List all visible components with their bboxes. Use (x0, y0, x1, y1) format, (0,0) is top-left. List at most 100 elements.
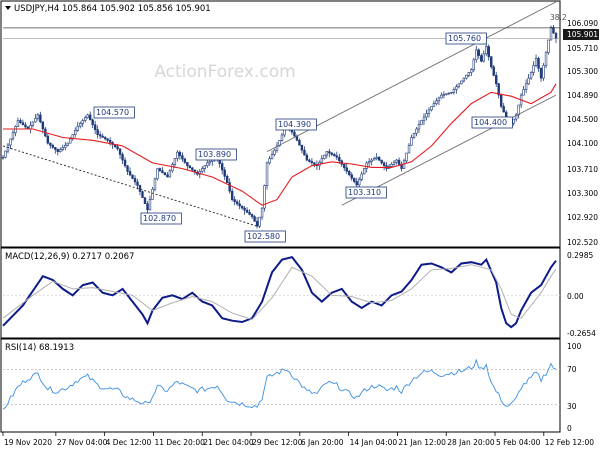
price-level-text: 103.890 (198, 150, 231, 159)
candle-body (477, 49, 480, 56)
candle-body (74, 130, 77, 135)
candle-body (335, 155, 338, 158)
current-price-label: 105.901 (567, 30, 598, 39)
price-tick-label: 102.920 (567, 213, 598, 222)
candle-body (490, 56, 493, 68)
candle-body (360, 173, 363, 180)
candle-body (323, 154, 326, 159)
candle-body (355, 181, 358, 186)
x-axis-tick-label: 27 Nov 04:00 (57, 438, 108, 447)
candle-body (88, 114, 92, 121)
price-level-text: 102.870 (143, 214, 176, 223)
candle-body (432, 103, 436, 107)
candle-body (66, 142, 69, 146)
candle-body (308, 159, 311, 162)
candle-body (46, 135, 50, 144)
candle-body (96, 129, 99, 135)
candle-body (333, 154, 336, 157)
candle-body (243, 207, 246, 211)
candle-body (16, 120, 20, 127)
x-axis-tick-label: 28 Jan 20:00 (447, 438, 495, 447)
candle-body (303, 149, 306, 156)
candle-body (163, 172, 167, 176)
candle-body (475, 49, 478, 61)
candle-body (203, 165, 206, 169)
price-level-box (275, 118, 317, 131)
candle-body (462, 77, 466, 82)
candle-body (455, 86, 458, 90)
price-level-label: 104.390 (275, 118, 317, 131)
candle-body (495, 75, 498, 85)
candle-body (440, 94, 443, 99)
candle-body (141, 191, 144, 198)
candle-body (367, 161, 371, 164)
candle-body (435, 100, 438, 104)
price-level-label: 105.760 (445, 32, 487, 45)
candle-body (221, 163, 224, 171)
price-level-box (445, 32, 487, 45)
candlestick-group (1, 24, 558, 229)
candle-body (450, 91, 453, 94)
candle-body (121, 154, 124, 161)
candle-body (467, 72, 471, 76)
candle-body (313, 162, 316, 165)
candle-body (238, 203, 241, 207)
candle-body (260, 207, 264, 218)
candle-body (93, 124, 97, 131)
candle-body (395, 159, 398, 163)
rsi-pane-border (0, 338, 561, 433)
candle-body (430, 106, 433, 111)
candle-body (1, 156, 5, 159)
price-level-label: 103.310 (345, 186, 387, 199)
descending-trendline (2, 145, 258, 227)
candle-body (499, 94, 503, 107)
candle-body (273, 149, 276, 155)
candle-body (235, 201, 239, 205)
candle-body (487, 46, 490, 57)
x-axis-tick-label: 5 Feb 04:00 (496, 438, 541, 447)
candle-body (34, 118, 37, 123)
price-tick-label: 105.710 (567, 44, 598, 53)
price-level-text: 105.760 (448, 34, 481, 43)
candle-body (158, 168, 162, 171)
candle-body (14, 126, 17, 134)
candle-body (472, 59, 475, 70)
candle-body (168, 170, 172, 178)
candle-body (539, 67, 543, 79)
x-axis-tick-label: 19 Nov 2020 (4, 438, 52, 447)
candle-body (442, 94, 446, 96)
candle-body (21, 122, 25, 126)
macd-series-layer (2, 255, 560, 329)
candle-body (138, 185, 142, 192)
candle-body (328, 151, 331, 154)
candle-body (345, 167, 348, 172)
price-level-text: 104.570 (96, 108, 129, 117)
candle-body (300, 144, 304, 151)
candle-body (86, 114, 89, 118)
macd-tick-label: -0.2654 (567, 329, 596, 338)
candle-body (420, 120, 423, 126)
candle-body (186, 162, 189, 167)
candle-body (392, 161, 396, 165)
candle-body (148, 199, 152, 211)
rsi-line (2, 358, 557, 410)
candle-body (166, 174, 169, 178)
price-level-label: 102.580 (244, 230, 286, 243)
candle-body (480, 55, 483, 62)
candle-body (445, 93, 448, 95)
candle-body (268, 158, 271, 164)
candle-body (230, 190, 234, 200)
rsi-y-axis: 100 70 30 0 (567, 342, 582, 433)
price-tick-label: 106.090 (567, 19, 598, 28)
candle-body (397, 159, 401, 165)
rsi-tick-label: 100 (567, 342, 582, 351)
candle-body (188, 165, 192, 169)
rsi-series-layer (2, 358, 560, 410)
candle-body (24, 124, 27, 128)
watermark: ActionForex.com (154, 62, 295, 82)
candle-body (240, 205, 244, 209)
candle-body (258, 216, 261, 227)
candle-body (330, 152, 334, 155)
candle-body (81, 120, 84, 124)
